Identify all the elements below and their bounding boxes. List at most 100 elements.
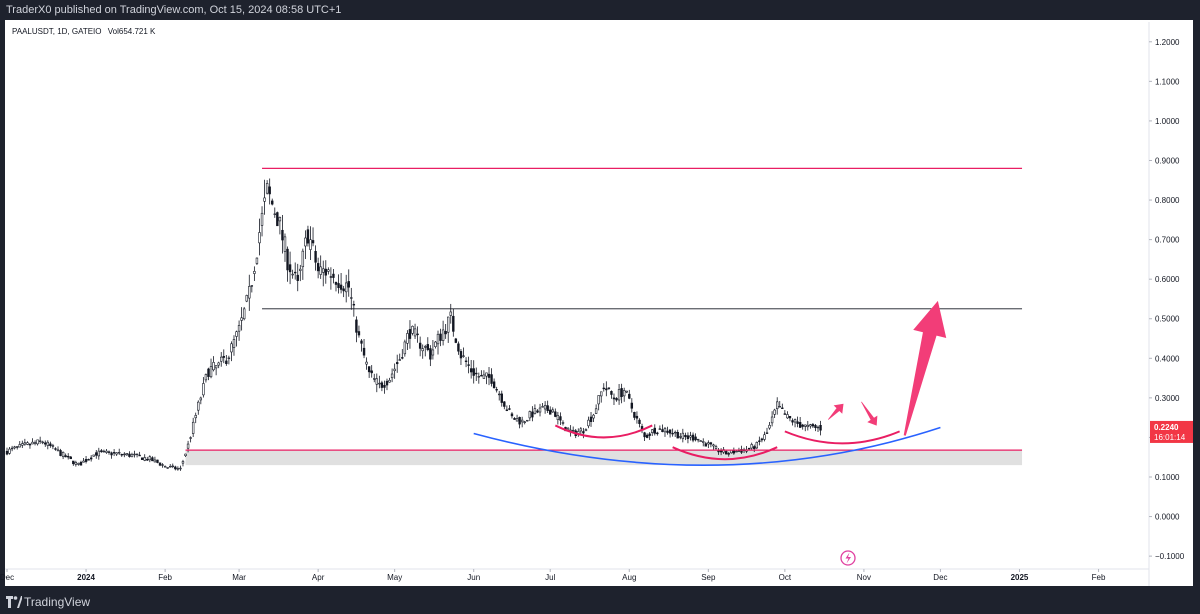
candle-up [220,356,223,362]
candle-down [686,435,690,439]
event-marker-icon[interactable] [840,550,856,566]
candle-down [138,454,141,457]
candle-up [194,415,197,419]
candle-up [344,282,348,293]
y-tick-label: 0.0000 [1155,513,1180,522]
candle-down [49,443,52,446]
candle-up [793,419,797,423]
candle-down [747,447,751,450]
candle-up [651,429,654,433]
candle-up [431,349,435,356]
candle-up [658,428,662,430]
candle-down [798,422,802,428]
x-tick-label: Nov [857,573,871,582]
candle-up [441,329,445,341]
candle-up [186,443,190,449]
candle-up [625,390,628,393]
candle-up [237,325,241,332]
candle-down [222,356,225,358]
candle-up [434,341,437,348]
candle-down [559,416,562,421]
candle-down [671,432,674,435]
candle-down [500,393,503,403]
candle-up [105,450,108,453]
candle-down [158,462,162,466]
candle-down [638,419,641,424]
y-tick-label: 0.1000 [1155,473,1180,482]
candle-down [666,430,669,433]
candle-down [582,431,585,434]
x-tick-label: Feb [1092,573,1106,582]
candle-down [112,452,116,454]
candle-down [612,397,616,400]
x-tick-label: Feb [158,573,172,582]
annotation-front-layer [185,167,1023,466]
candle-down [120,453,123,456]
candle-up [447,316,450,333]
candle-down [140,457,144,460]
time-axis[interactable]: Dec 2024 Feb Mar Apr May Jun Jul Aug Sep Oct Nov Dec… [0,568,1149,582]
candle-down [276,212,279,227]
candle-down [444,331,447,335]
candle-up [217,362,220,366]
candle-up [250,285,254,287]
candle-up [566,427,570,431]
candle-up [56,449,60,452]
candle-up [411,325,414,334]
candle-up [36,439,39,445]
rounding-bottom-curve [473,426,941,466]
candle-up [696,438,700,441]
candle-down [87,459,90,461]
candle-up [97,450,101,457]
candle-down [796,421,799,424]
candle-up [786,414,789,419]
candle-up [197,401,200,411]
candle-up [520,419,524,423]
candle-down [296,274,299,281]
candle-up [449,311,452,316]
candle-up [375,378,378,385]
candle-up [421,348,424,352]
symbol-legend[interactable]: PAALUSDT, 1D, GATEIO Vol654.721 K [12,27,159,36]
candle-down [643,432,646,438]
candle-up [673,431,677,434]
candle-up [301,250,305,268]
candle-down [16,446,19,448]
candle-down [64,455,67,458]
candle-up [179,467,182,470]
price-axis[interactable]: 1.2000 1.1000 1.0000 0.9000 0.8000 0.7000 0.60… [1148,22,1185,586]
candle-down [615,398,618,401]
candle-up [230,343,233,353]
candle-up [413,328,417,337]
footer-brand: TradingView [24,595,91,609]
candle-down [67,455,70,458]
candle-down [286,248,289,271]
candle-up [33,442,37,444]
candle-up [248,286,251,299]
candle-down [811,424,815,427]
y-tick-label: 0.7000 [1155,236,1180,245]
support-zone [185,450,1023,466]
candle-up [350,297,353,299]
candle-down [480,375,483,377]
candle-up [561,422,565,424]
candle-up [227,357,231,360]
candle-down [788,415,792,419]
candle-down [79,461,83,466]
candle-up [77,463,80,465]
candle-down [510,413,514,417]
publish-line: TraderX0 published on TradingView.com, O… [6,4,342,16]
y-tick-label: 1.1000 [1155,77,1180,86]
candle-up [133,453,136,456]
candle-up [436,333,440,345]
x-tick-label: Apr [312,573,325,582]
y-tick-label: 1.0000 [1155,117,1180,126]
candle-down [492,381,496,389]
candle-up [204,374,208,381]
candle-up [92,454,95,457]
candle-down [503,401,506,407]
candle-up [390,373,394,379]
candle-up [755,442,758,449]
candle-up [462,355,465,357]
